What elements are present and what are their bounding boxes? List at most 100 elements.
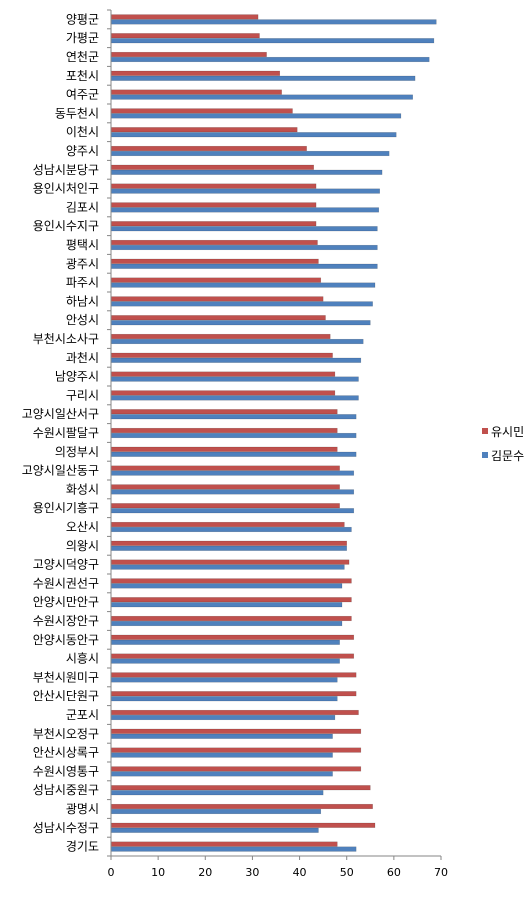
bar-series-1 [110,822,376,828]
bar-series-2 [110,432,357,439]
bar-series-1 [110,484,340,490]
bar-series-1 [110,427,338,434]
bar-series-1 [110,540,347,546]
category-label: 과천시 [66,350,99,365]
category-label: 용인시기흥구 [33,501,99,515]
category-label: 고양시일산동구 [22,464,99,478]
bar-series-1 [110,709,359,716]
bar-series-2 [110,263,378,269]
bar-series-1 [110,315,326,321]
bar-series-1 [110,333,331,340]
category-label: 안산시단원구 [33,689,99,703]
bar-series-2 [110,526,352,533]
category-label: 수원시권선구 [33,576,99,590]
bar-series-1 [110,108,293,114]
category-label: 광주시 [66,257,99,271]
bar-series-2 [110,132,397,138]
bar-series-1 [110,691,357,697]
bar-series-1 [110,747,362,753]
category-label: 성남시분당구 [33,163,99,177]
x-tick-label: 10 [151,866,165,879]
bar-series-2 [110,75,416,81]
bar-series-1 [110,503,340,509]
bar-series-2 [110,489,355,495]
bar-series-1 [110,728,362,734]
category-label: 성남시수정구 [33,821,99,835]
bar-series-2 [110,188,380,194]
bar-series-1 [110,672,357,678]
category-label: 수원시영통구 [33,764,99,778]
bar-series-2 [110,808,322,815]
bar-series-1 [110,785,371,791]
legend-label-series-1: 유시민 [491,425,524,439]
bar-series-1 [110,221,317,227]
bar-series-2 [110,56,430,63]
bar-series-2 [110,244,378,251]
bar-series-2 [110,414,357,420]
category-label: 구리시 [66,388,99,402]
category-label: 안양시만안구 [33,595,99,609]
bar-series-1 [110,766,362,772]
bar-series-1 [110,465,340,471]
category-label: 시흥시 [66,652,99,666]
bar-series-2 [110,846,357,852]
bar-series-2 [110,508,355,514]
bar-series-2 [110,19,437,25]
category-label: 수원시팔달구 [33,426,99,440]
bar-series-1 [110,164,314,170]
bar-series-1 [110,841,338,847]
bar-series-2 [110,752,333,758]
bar-series-2 [110,451,357,457]
bar-series-1 [110,33,260,39]
x-tick-label: 20 [198,866,212,879]
bar-series-1 [110,239,318,246]
category-label: 수원시장안구 [33,614,99,628]
bar-series-1 [110,70,281,76]
bar-series-1 [110,803,373,810]
category-label: 부천시오정구 [33,726,99,741]
bar-series-1 [110,296,324,302]
x-tick-labels: 0 10 20 30 40 50 60 70 [108,866,449,879]
bar-series-1 [110,409,338,415]
x-tick-label: 0 [108,866,115,879]
bar-series-2 [110,639,340,645]
category-label: 오산시 [66,520,99,534]
category-label: 의왕시 [66,539,99,553]
bar-series-2 [110,564,345,570]
bar-series-2 [110,733,333,739]
bar-series-1 [110,183,317,189]
bar-series-1 [110,371,336,377]
category-label: 평택시 [66,238,99,252]
bar-series-1 [110,390,336,396]
bar-series-2 [110,94,413,100]
category-label: 연천군 [66,49,99,64]
bar-series-2 [110,545,347,551]
bar-series-1 [110,559,350,565]
bar-series-2 [110,620,343,627]
category-label: 성남시중원구 [33,783,99,797]
category-label: 파주시 [66,276,99,290]
bar-series-1 [110,277,322,283]
bar-series-1 [110,521,345,528]
bar-series-1 [110,14,259,20]
legend-label-series-2: 김문수 [491,449,524,463]
category-label: 하남시 [66,294,99,308]
bar-series-1 [110,597,352,603]
bar-series-2 [110,150,390,157]
category-label: 안산시상록구 [33,746,99,760]
bar-series-1 [110,653,355,659]
category-label: 양주시 [66,144,99,158]
x-tick-label: 40 [293,866,307,879]
legend-swatch-series-1 [482,428,488,434]
category-label: 고양시덕양구 [33,558,99,572]
bar-series-2 [110,771,333,777]
bar-series-2 [110,113,402,119]
category-label: 군포시 [66,708,99,722]
bar-series-2 [110,658,340,664]
bar-series-2 [110,320,371,326]
category-label: 이천시 [66,124,99,139]
bar-series-2 [110,376,359,382]
legend-swatch-series-2 [482,452,488,458]
bar-series-2 [110,395,359,401]
bar-series-2 [110,677,338,683]
